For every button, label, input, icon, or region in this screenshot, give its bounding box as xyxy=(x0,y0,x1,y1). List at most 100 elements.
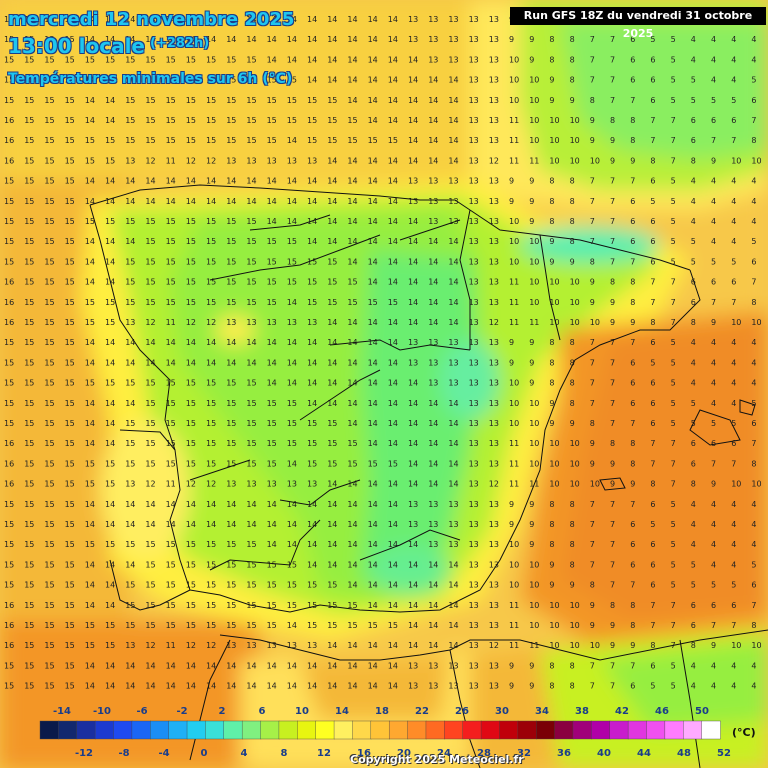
grid-value: 14 xyxy=(448,641,458,650)
grid-value: 6 xyxy=(711,116,716,125)
grid-value: 15 xyxy=(44,217,54,226)
grid-value: 14 xyxy=(267,197,277,206)
grid-value: 14 xyxy=(428,399,438,408)
grid-value: 14 xyxy=(347,177,357,186)
grid-value: 14 xyxy=(428,76,438,85)
grid-value: 15 xyxy=(166,278,176,287)
grid-value: 15 xyxy=(44,480,54,489)
grid-value: 14 xyxy=(267,15,277,24)
grid-value: 15 xyxy=(145,560,155,569)
grid-value: 8 xyxy=(549,177,554,186)
grid-value: 4 xyxy=(711,399,716,408)
grid-value: 14 xyxy=(287,682,297,691)
grid-value: 9 xyxy=(529,358,534,367)
grid-value: 13 xyxy=(489,197,499,206)
grid-value: 14 xyxy=(307,379,317,388)
grid-value: 13 xyxy=(226,156,236,165)
grid-value: 9 xyxy=(590,621,595,630)
grid-value: 12 xyxy=(186,480,196,489)
grid-value: 4 xyxy=(711,520,716,529)
grid-value: 15 xyxy=(307,439,317,448)
grid-value: 14 xyxy=(448,76,458,85)
grid-value: 7 xyxy=(590,520,595,529)
grid-value: 14 xyxy=(105,581,115,590)
grid-value: 14 xyxy=(85,358,95,367)
grid-value: 10 xyxy=(529,601,539,610)
grid-value: 9 xyxy=(549,96,554,105)
grid-value: 15 xyxy=(186,621,196,630)
grid-value: 15 xyxy=(44,15,54,24)
grid-value: 15 xyxy=(166,581,176,590)
grid-value: 15 xyxy=(4,540,14,549)
grid-value: 15 xyxy=(388,136,398,145)
grid-value: 14 xyxy=(327,358,337,367)
legend-bottom-label: 52 xyxy=(717,748,731,759)
grid-value: 15 xyxy=(287,257,297,266)
grid-value: 14 xyxy=(145,500,155,509)
grid-value: 9 xyxy=(610,136,615,145)
grid-value: 14 xyxy=(347,197,357,206)
grid-value: 5 xyxy=(671,257,676,266)
grid-value: 7 xyxy=(610,661,615,670)
grid-value: 15 xyxy=(287,419,297,428)
legend-top-label: -14 xyxy=(53,706,71,717)
grid-value: 15 xyxy=(267,237,277,246)
grid-value: 8 xyxy=(610,278,615,287)
grid-value: 13 xyxy=(125,156,135,165)
grid-value: 14 xyxy=(287,459,297,468)
grid-value: 8 xyxy=(549,661,554,670)
grid-value: 13 xyxy=(489,399,499,408)
grid-value: 14 xyxy=(408,621,418,630)
grid-value: 15 xyxy=(24,399,34,408)
grid-value: 8 xyxy=(570,338,575,347)
grid-value: 14 xyxy=(186,35,196,44)
grid-value: 14 xyxy=(287,217,297,226)
grid-value: 15 xyxy=(24,15,34,24)
grid-value: 14 xyxy=(125,560,135,569)
grid-value: 15 xyxy=(226,76,236,85)
grid-value: 4 xyxy=(711,379,716,388)
grid-value: 11 xyxy=(509,278,519,287)
grid-value: 15 xyxy=(24,459,34,468)
grid-value: 6 xyxy=(711,601,716,610)
grid-value: 10 xyxy=(529,439,539,448)
grid-value: 12 xyxy=(206,641,216,650)
grid-value: 14 xyxy=(448,459,458,468)
grid-value: 4 xyxy=(731,35,736,44)
grid-value: 12 xyxy=(145,480,155,489)
grid-value: 13 xyxy=(489,682,499,691)
grid-value: 6 xyxy=(650,338,655,347)
grid-value: 12 xyxy=(145,641,155,650)
grid-value: 15 xyxy=(206,116,216,125)
legend-top-label: 2 xyxy=(219,706,226,717)
grid-value: 14 xyxy=(125,338,135,347)
grid-value: 5 xyxy=(671,197,676,206)
grid-value: 12 xyxy=(489,641,499,650)
grid-value: 15 xyxy=(327,298,337,307)
grid-value: 5 xyxy=(650,35,655,44)
grid-value: 14 xyxy=(327,500,337,509)
grid-value: 15 xyxy=(388,459,398,468)
grid-value: 13 xyxy=(428,35,438,44)
grid-value: 15 xyxy=(65,197,75,206)
grid-value: 15 xyxy=(125,419,135,428)
grid-value: 13 xyxy=(267,641,277,650)
grid-value: 13 xyxy=(469,217,479,226)
grid-value: 5 xyxy=(691,399,696,408)
grid-value: 14 xyxy=(145,15,155,24)
grid-value: 15 xyxy=(4,177,14,186)
grid-value: 4 xyxy=(691,197,696,206)
grid-value: 9 xyxy=(570,96,575,105)
legend-swatch xyxy=(223,720,243,740)
grid-value: 15 xyxy=(65,661,75,670)
grid-value: 15 xyxy=(4,257,14,266)
grid-value: 13 xyxy=(469,136,479,145)
grid-value: 15 xyxy=(246,581,256,590)
forecast-lead-hours: (+282h) xyxy=(150,36,210,51)
grid-value: 15 xyxy=(267,116,277,125)
grid-value: 14 xyxy=(125,520,135,529)
grid-value: 14 xyxy=(408,318,418,327)
grid-value: 9 xyxy=(610,621,615,630)
grid-value: 15 xyxy=(186,136,196,145)
grid-value: 7 xyxy=(630,177,635,186)
